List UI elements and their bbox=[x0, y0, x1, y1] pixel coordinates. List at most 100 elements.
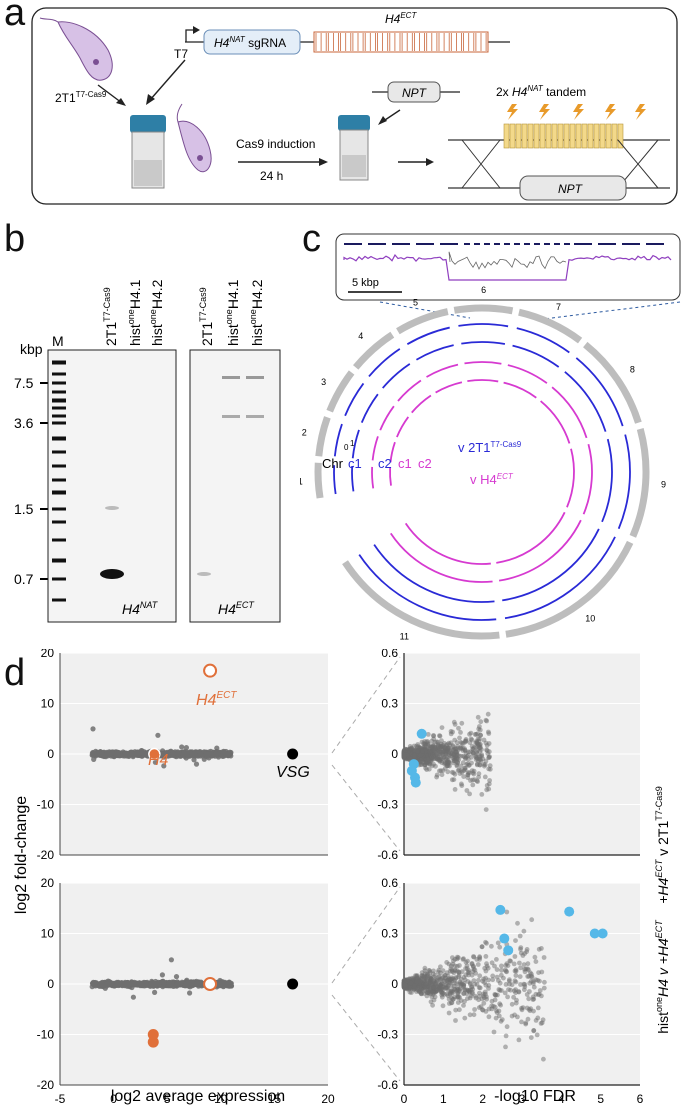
h4-copy bbox=[575, 123, 582, 149]
h4-copy bbox=[545, 123, 552, 149]
h4ect-label: H4ECT bbox=[196, 690, 237, 709]
x-tick-label: 6 bbox=[637, 1092, 644, 1106]
chromosome-segment bbox=[518, 308, 583, 344]
band bbox=[222, 415, 240, 418]
lightning-icon bbox=[635, 104, 646, 120]
svg-text:histoneH4.2: histoneH4.2 bbox=[248, 279, 265, 346]
promoter-arrow-icon bbox=[185, 29, 196, 42]
comparison-label: histoneH4 v +H4ECT bbox=[654, 919, 671, 1034]
size-label: 3.6 bbox=[14, 415, 34, 431]
coverage-track bbox=[371, 436, 379, 461]
h4-copy bbox=[503, 123, 510, 149]
coverage-track bbox=[507, 364, 548, 384]
coverage-track bbox=[458, 323, 509, 328]
ladder-band bbox=[52, 507, 66, 511]
ladder-band bbox=[52, 406, 66, 410]
svg-text:1: 1 bbox=[350, 439, 355, 448]
panel-label-b: b bbox=[4, 218, 26, 260]
chromosome-segment bbox=[583, 341, 642, 424]
coverage-track bbox=[461, 341, 506, 345]
chromosome-label: 8 bbox=[630, 365, 635, 375]
arrow-line bbox=[97, 84, 123, 104]
zoom-guide bbox=[331, 656, 401, 852]
svg-text:24 h: 24 h bbox=[260, 169, 283, 183]
band bbox=[100, 569, 124, 579]
x-tick-label: 5 bbox=[164, 1092, 171, 1106]
y-tick-label: 0 bbox=[47, 747, 54, 761]
coverage-track bbox=[512, 344, 560, 368]
svg-text:0: 0 bbox=[344, 443, 349, 452]
svg-text:histoneH4.1: histoneH4.1 bbox=[224, 279, 241, 346]
point-cloud bbox=[401, 711, 493, 812]
ma-plot: 20 10 0 -10 -20-5 0 5 10 15 20 bbox=[37, 876, 335, 1106]
ladder-band bbox=[52, 538, 66, 542]
chromosome-label: 1 bbox=[300, 476, 303, 486]
chromosome-segment bbox=[353, 331, 395, 370]
y-tick-label: -20 bbox=[37, 1078, 55, 1092]
panel-label-c: c bbox=[302, 218, 321, 260]
y-tick-label: 0.6 bbox=[381, 649, 398, 660]
ladder-band bbox=[52, 478, 66, 482]
y-axis-label: log2 fold-change bbox=[13, 796, 30, 914]
highlight-point bbox=[148, 747, 161, 761]
highlight-point bbox=[147, 1036, 159, 1048]
point-cloud bbox=[401, 909, 547, 1062]
h4-copy bbox=[569, 123, 576, 149]
coverage-track bbox=[617, 434, 631, 530]
coverage-track bbox=[358, 554, 497, 621]
volcano-plot: 0.6 0.3 0 -0.3 -0.6 bbox=[331, 649, 640, 862]
y-tick-label: 20 bbox=[41, 876, 55, 890]
h4-copy bbox=[593, 123, 600, 149]
highlight-point bbox=[564, 906, 575, 917]
zoom-guide bbox=[331, 886, 401, 1082]
coverage-track bbox=[551, 386, 588, 439]
svg-text:histoneH4.1: histoneH4.1 bbox=[126, 279, 143, 346]
h4-copy bbox=[527, 123, 534, 149]
trypanosome-icon bbox=[39, 17, 113, 81]
x-tick-label: 1 bbox=[440, 1092, 447, 1106]
coverage-track bbox=[504, 536, 616, 620]
coverage-track bbox=[601, 438, 613, 523]
x-tick-label: 4 bbox=[558, 1092, 565, 1106]
lightning-icon bbox=[573, 104, 584, 120]
y-tick-label: -10 bbox=[37, 1028, 55, 1042]
coverage-track bbox=[498, 519, 582, 582]
y-tick-label: -0.3 bbox=[377, 798, 398, 812]
panel-label-d: d bbox=[4, 652, 26, 694]
chromosome-segment bbox=[342, 560, 500, 640]
probe-label: H4NAT bbox=[122, 600, 159, 617]
chromosome-segment bbox=[505, 540, 634, 638]
svg-text:M: M bbox=[52, 333, 64, 349]
coverage-track bbox=[389, 441, 396, 463]
point-cloud bbox=[89, 957, 235, 1000]
ladder-band bbox=[52, 436, 66, 441]
chromosome-segment bbox=[315, 416, 331, 457]
x-tick-label: 20 bbox=[321, 1092, 335, 1106]
chromosome-label: 2 bbox=[302, 428, 307, 438]
lightning-icon bbox=[605, 104, 616, 120]
highlight-point bbox=[287, 748, 299, 760]
chromosome-segment bbox=[629, 428, 650, 538]
coverage-track bbox=[389, 467, 392, 486]
svg-text:5 kbp: 5 kbp bbox=[352, 277, 379, 289]
h4-copy bbox=[563, 123, 570, 149]
highlight-point bbox=[499, 933, 510, 944]
chromosome-segment bbox=[396, 308, 449, 335]
svg-text:Chr: Chr bbox=[322, 456, 344, 471]
svg-text:H4ECT: H4ECT bbox=[385, 11, 417, 26]
culture-flask-icon bbox=[338, 115, 370, 181]
h4-copy bbox=[599, 123, 606, 149]
y-tick-label: 0 bbox=[391, 977, 398, 991]
ladder-band bbox=[52, 360, 66, 365]
svg-text:Cas9 induction: Cas9 induction bbox=[236, 137, 315, 151]
panel-a-schematic: 2T1T7-Cas9 T7 H4NAT sgRNA H4ECT Cas9 ind… bbox=[31, 7, 678, 205]
coverage-track bbox=[564, 371, 607, 432]
x-tick-label: 15 bbox=[268, 1092, 282, 1106]
y-tick-label: -0.3 bbox=[377, 1028, 398, 1042]
chromosome-label: 11 bbox=[400, 632, 409, 642]
svg-text:2x H4NAT tandem: 2x H4NAT tandem bbox=[496, 84, 586, 99]
svg-text:c2: c2 bbox=[418, 456, 432, 471]
h4-copy bbox=[551, 123, 558, 149]
chromosome-segment bbox=[326, 370, 355, 413]
